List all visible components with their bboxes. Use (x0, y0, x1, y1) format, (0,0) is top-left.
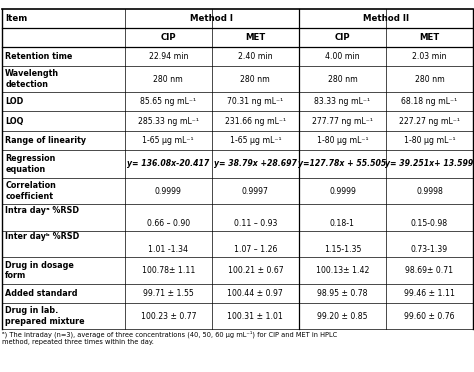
Text: 0.15-0.98: 0.15-0.98 (411, 219, 448, 228)
Text: 4.00 min: 4.00 min (325, 52, 360, 61)
Text: Item: Item (5, 14, 27, 23)
Text: 1-80 μg mL⁻¹: 1-80 μg mL⁻¹ (404, 136, 456, 145)
Text: 22.94 min: 22.94 min (148, 52, 188, 61)
Text: 100.21 ± 0.67: 100.21 ± 0.67 (228, 266, 283, 275)
Text: 0.11 – 0.93: 0.11 – 0.93 (234, 219, 277, 228)
Text: 277.77 ng mL⁻¹: 277.77 ng mL⁻¹ (312, 116, 373, 126)
Text: LOQ: LOQ (5, 116, 24, 126)
Text: Inter dayᵇ %RSD: Inter dayᵇ %RSD (5, 232, 80, 241)
Text: 0.18-1: 0.18-1 (330, 219, 355, 228)
Text: MET: MET (419, 33, 440, 42)
Text: 0.9998: 0.9998 (416, 187, 443, 196)
Text: CIP: CIP (335, 33, 350, 42)
Text: 231.66 ng mL⁻¹: 231.66 ng mL⁻¹ (225, 116, 286, 126)
Text: 0.73-1.39: 0.73-1.39 (411, 245, 448, 254)
Text: 100.31 ± 1.01: 100.31 ± 1.01 (228, 311, 283, 321)
Text: Drug in dosage
form: Drug in dosage form (5, 261, 74, 280)
Text: 0.9999: 0.9999 (329, 187, 356, 196)
Text: 1-65 μg mL⁻¹: 1-65 μg mL⁻¹ (229, 136, 281, 145)
Text: 85.65 ng mL⁻¹: 85.65 ng mL⁻¹ (140, 97, 196, 106)
Text: Intra dayᵃ %RSD: Intra dayᵃ %RSD (5, 206, 79, 215)
Text: 1.07 – 1.26: 1.07 – 1.26 (234, 245, 277, 254)
Text: Method II: Method II (363, 14, 409, 23)
Text: LOD: LOD (5, 97, 24, 106)
Text: Retention time: Retention time (5, 52, 73, 61)
Text: 100.13± 1.42: 100.13± 1.42 (316, 266, 369, 275)
Text: 100.23 ± 0.77: 100.23 ± 0.77 (140, 311, 196, 321)
Text: Added standard: Added standard (5, 289, 78, 298)
Text: 98.95 ± 0.78: 98.95 ± 0.78 (317, 289, 368, 298)
Text: 227.27 ng mL⁻¹: 227.27 ng mL⁻¹ (399, 116, 460, 126)
Text: 99.60 ± 0.76: 99.60 ± 0.76 (404, 311, 455, 321)
Text: y= 38.79x +28.697: y= 38.79x +28.697 (214, 160, 297, 169)
Text: Drug in lab.
prepared mixture: Drug in lab. prepared mixture (5, 306, 85, 326)
Text: y= 39.251x+ 13.599: y= 39.251x+ 13.599 (385, 160, 474, 169)
Text: 100.44 ± 0.97: 100.44 ± 0.97 (228, 289, 283, 298)
Text: 99.20 ± 0.85: 99.20 ± 0.85 (317, 311, 368, 321)
Text: MET: MET (245, 33, 265, 42)
Text: Regression
equation: Regression equation (5, 154, 55, 174)
Text: 285.33 ng mL⁻¹: 285.33 ng mL⁻¹ (138, 116, 199, 126)
Text: 1.01 -1.34: 1.01 -1.34 (148, 245, 188, 254)
Text: Range of linearity: Range of linearity (5, 136, 86, 145)
Text: 68.18 ng mL⁻¹: 68.18 ng mL⁻¹ (401, 97, 457, 106)
Text: 280 nm: 280 nm (328, 74, 357, 84)
Text: 280 nm: 280 nm (240, 74, 270, 84)
Text: 280 nm: 280 nm (154, 74, 183, 84)
Text: y=127.78x + 55.505: y=127.78x + 55.505 (298, 160, 387, 169)
Text: 70.31 ng mL⁻¹: 70.31 ng mL⁻¹ (227, 97, 283, 106)
Text: 83.33 ng mL⁻¹: 83.33 ng mL⁻¹ (314, 97, 371, 106)
Text: 99.71 ± 1.55: 99.71 ± 1.55 (143, 289, 194, 298)
Text: 1-65 μg mL⁻¹: 1-65 μg mL⁻¹ (143, 136, 194, 145)
Text: Method I: Method I (191, 14, 233, 23)
Text: 98.69± 0.71: 98.69± 0.71 (405, 266, 454, 275)
Text: 100.78± 1.11: 100.78± 1.11 (142, 266, 195, 275)
Text: 0.9999: 0.9999 (155, 187, 182, 196)
Text: 2.03 min: 2.03 min (412, 52, 447, 61)
Text: 280 nm: 280 nm (415, 74, 445, 84)
Text: ᵃ) The intraday (n=3), average of three concentrations (40, 50, 60 μg mL⁻¹) for : ᵃ) The intraday (n=3), average of three … (2, 331, 337, 345)
Text: 0.66 – 0.90: 0.66 – 0.90 (147, 219, 190, 228)
Text: CIP: CIP (161, 33, 176, 42)
Text: y= 136.08x-20.417: y= 136.08x-20.417 (127, 160, 210, 169)
Text: 1.15-1.35: 1.15-1.35 (324, 245, 361, 254)
Text: Correlation
coefficient: Correlation coefficient (5, 182, 56, 201)
Text: Wavelength
detection: Wavelength detection (5, 69, 59, 89)
Text: 1-80 μg mL⁻¹: 1-80 μg mL⁻¹ (317, 136, 368, 145)
Text: 0.9997: 0.9997 (242, 187, 269, 196)
Text: 99.46 ± 1.11: 99.46 ± 1.11 (404, 289, 455, 298)
Text: 2.40 min: 2.40 min (238, 52, 273, 61)
